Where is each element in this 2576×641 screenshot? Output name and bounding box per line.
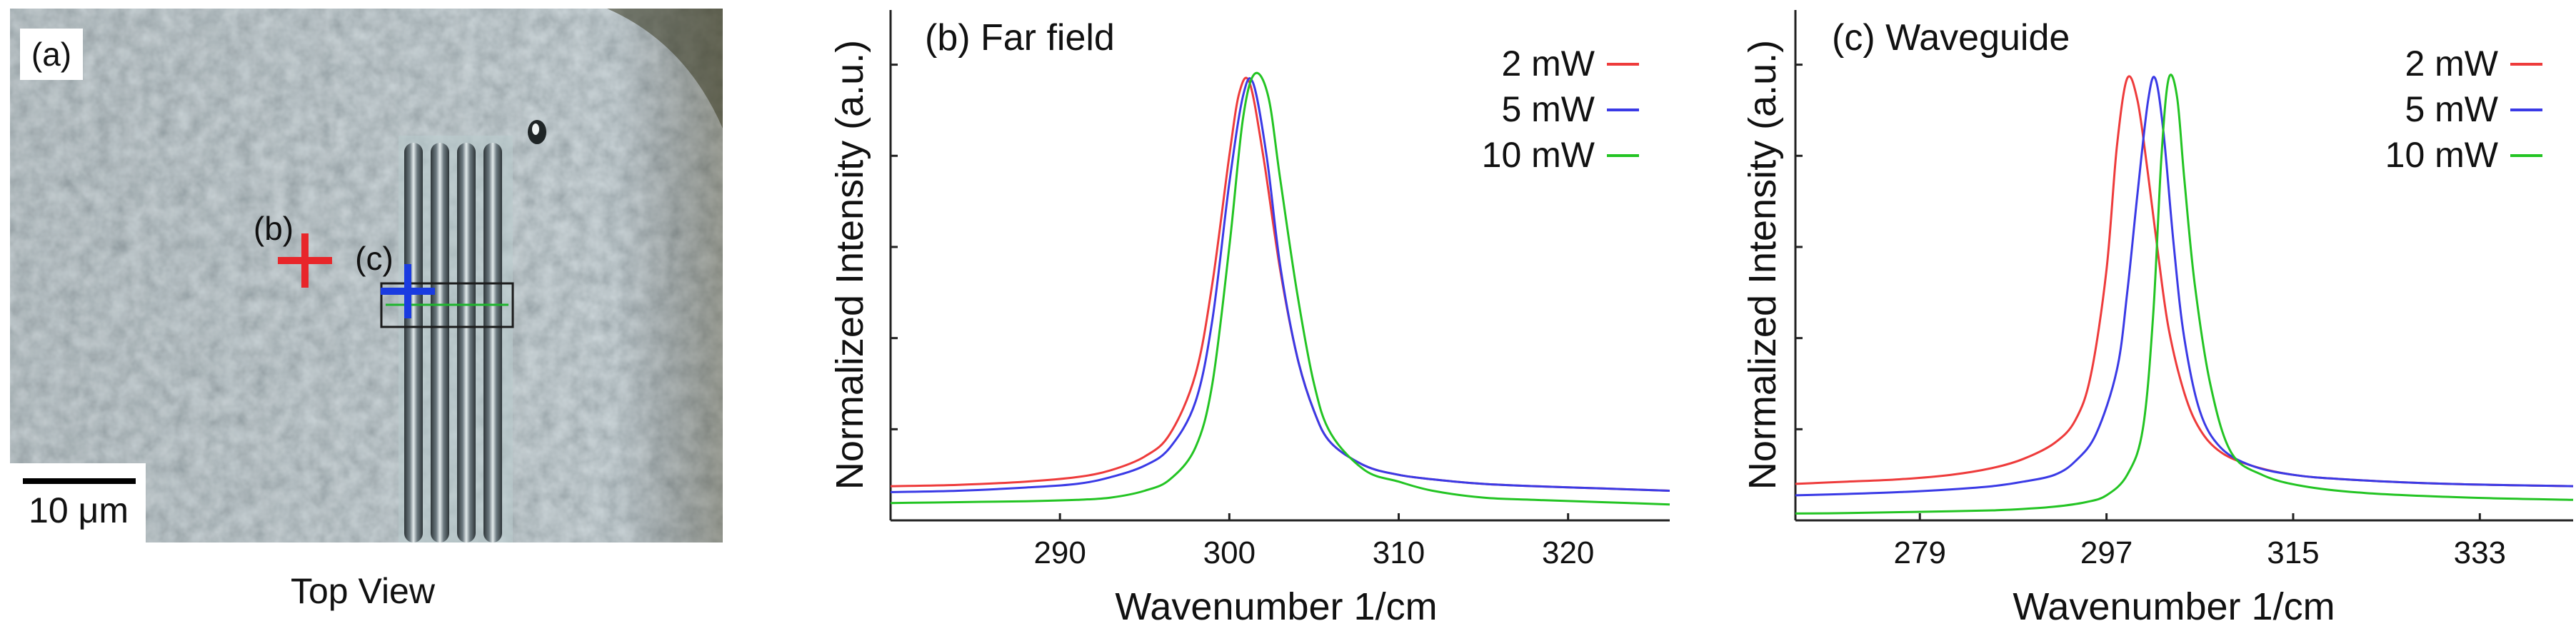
chart-c-legend-label-0: 2 mW [2405, 44, 2498, 84]
chart-b-series-2-line [890, 71, 1670, 506]
chart-b-legend-label-0: 2 mW [1501, 44, 1595, 84]
chart-c-series-2-line [1795, 74, 2574, 515]
chart-b-legend-label-1: 5 mW [1501, 89, 1595, 129]
chart-b-ylabel: Normalized Intensity (a.u.) [828, 40, 871, 490]
micrograph-dark-corner [607, 9, 723, 128]
chart-c-series-1-line [1795, 76, 2574, 497]
marker-b-cross [278, 233, 332, 288]
chart-c-y-ticks [1795, 64, 1803, 430]
chart-b-xtick-label-1: 300 [1203, 535, 1256, 570]
marker-c-cross [381, 264, 435, 318]
chart-c-xtick-label-1: 297 [2080, 535, 2133, 570]
chart-c-x-ticks: 279 297 315 333 [1894, 513, 2506, 570]
scalebar-label: 10 μm [29, 490, 129, 530]
measurement-region-box [380, 282, 514, 328]
chart-b-xtick-label-0: 290 [1033, 535, 1086, 570]
chart-b-xtick-label-2: 310 [1373, 535, 1425, 570]
chart-c-panel-label: (c) Waveguide [1832, 17, 2070, 59]
chart-b-legend-label-2: 10 mW [1482, 135, 1595, 175]
micrograph-panel: (a) (b) (c) 10 μm Top View [10, 9, 723, 611]
chart-c-series [1795, 74, 2574, 515]
waveguide-array [399, 120, 546, 542]
panel-label-a: (a) [31, 36, 71, 73]
chart-c-ylabel: Normalized Intensity (a.u.) [1741, 40, 1784, 490]
chart-b-y-ticks [891, 64, 898, 430]
chart-c-legend-label-2: 10 mW [2385, 135, 2499, 175]
waveguide-4 [483, 143, 502, 542]
chart-b-series-1-line [890, 77, 1670, 493]
panel-label-box [20, 29, 83, 80]
chart-c-xtick-label-2: 315 [2267, 535, 2319, 570]
chart-b-legend: 2 mW 5 mW 10 mW [1482, 44, 1639, 175]
chart-c-xtick-label-3: 333 [2454, 535, 2506, 570]
particle-highlight [532, 123, 539, 135]
chart-c-legend-label-1: 5 mW [2405, 89, 2498, 129]
chart-b-panel-label: (b) Far field [925, 17, 1115, 59]
micrograph-vignette [10, 9, 723, 542]
marker-b-label: (b) [254, 210, 294, 247]
waveguide-2 [431, 143, 449, 542]
waveguide-1 [404, 143, 423, 542]
scalebar-box [10, 463, 146, 542]
chart-c-xlabel: Wavenumber 1/cm [2013, 585, 2335, 628]
caption-top-view: Top View [291, 571, 436, 611]
waveguide-3 [457, 143, 476, 542]
chart-b: 290 300 310 320 (b) Far field Normalized In… [828, 10, 1670, 628]
chart-b-xlabel: Wavenumber 1/cm [1115, 585, 1437, 628]
chart-b-xtick-label-3: 320 [1542, 535, 1594, 570]
marker-c-label: (c) [355, 240, 394, 277]
chart-c-legend: 2 mW 5 mW 10 mW [2385, 44, 2542, 175]
chart-b-x-ticks: 290 300 310 320 [1033, 513, 1594, 570]
chart-c: 279 297 315 333 (c) Waveguide Normalized In… [1741, 10, 2574, 628]
chart-c-xtick-label-0: 279 [1894, 535, 1946, 570]
chart-b-series [890, 71, 1670, 506]
